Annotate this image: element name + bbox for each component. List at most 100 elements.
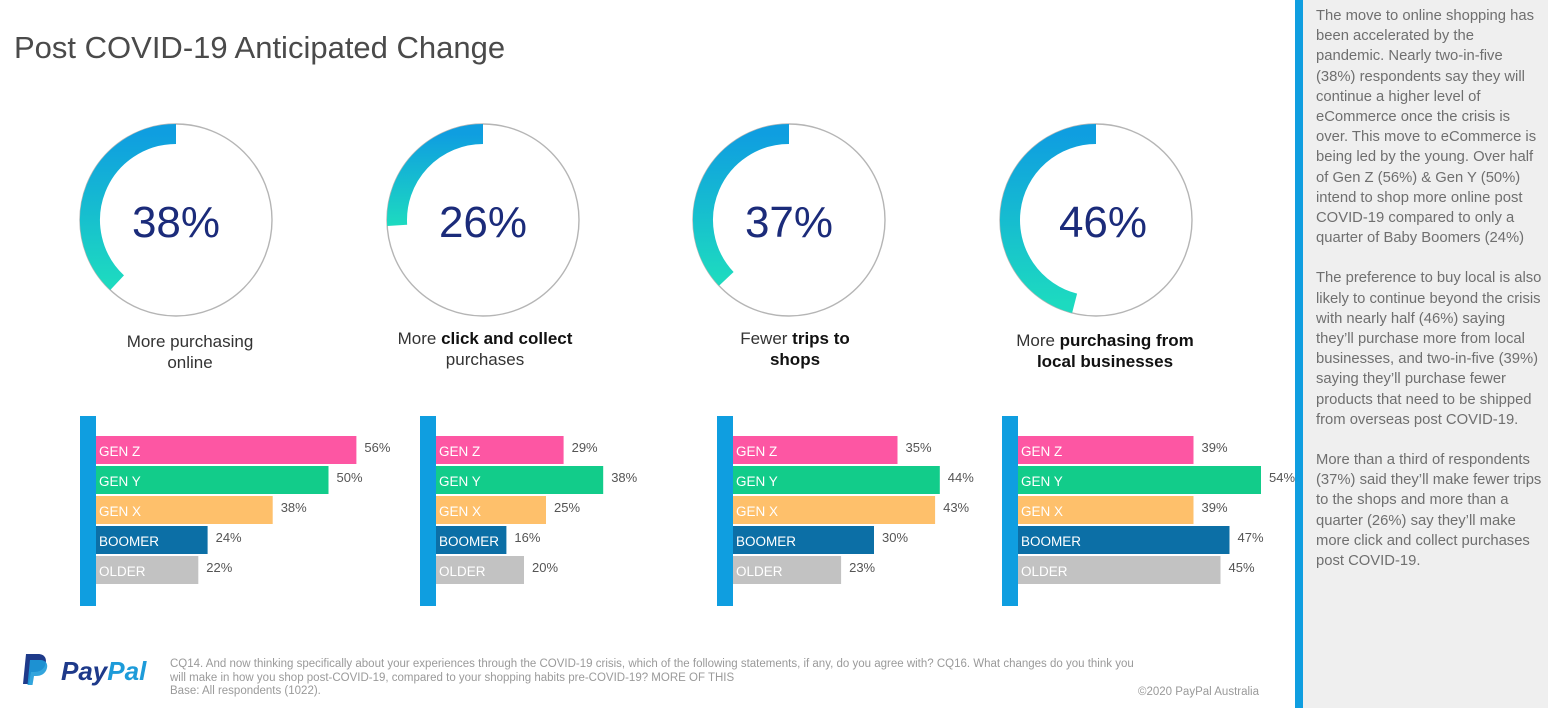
- label-text: More: [397, 329, 442, 348]
- bar-category-label: OLDER: [1021, 564, 1068, 579]
- bar-value-label: 47%: [1238, 530, 1264, 545]
- copyright: ©2020 PayPal Australia: [1138, 686, 1259, 698]
- donut-chart-click-collect: [386, 123, 580, 317]
- bar-gen-x: [733, 496, 936, 524]
- bar-value-label: 22%: [206, 560, 232, 575]
- label-text: Fewer: [740, 329, 793, 348]
- bar-gen-y: [733, 466, 940, 494]
- generation-bar-chart-online: GEN Z 56% GEN Y 50% GEN X 38% BOOMER 24% OLDER 22…: [80, 416, 391, 606]
- donut-arc: [80, 124, 177, 290]
- bar-value-label: 38%: [611, 470, 637, 485]
- bar-value-label: 39%: [1202, 500, 1228, 515]
- label-bold: purchasing from: [1059, 331, 1194, 350]
- bar-older: [733, 556, 842, 584]
- label-bold: local businesses: [1036, 352, 1174, 371]
- donut-arc: [387, 124, 484, 227]
- bar-older: [96, 556, 199, 584]
- bar-value-label: 20%: [532, 560, 558, 575]
- bar-category-label: GEN Y: [439, 474, 481, 489]
- bar-category-label: GEN Z: [736, 444, 777, 459]
- bar-value-label: 35%: [906, 440, 932, 455]
- bar-gen-x: [436, 496, 546, 524]
- generation-bar-chart-local: GEN Z 39% GEN Y 54% GEN X 39% BOOMER 47% OLDER 45…: [1002, 416, 1295, 606]
- bar-category-label: GEN Z: [99, 444, 140, 459]
- commentary-text: The move to online shopping has been acc…: [1316, 6, 1544, 591]
- commentary-panel: The move to online shopping has been acc…: [1295, 0, 1548, 708]
- donut-value-fewer-trips: 37%: [744, 198, 834, 247]
- donut-chart-fewer-trips: [692, 123, 886, 317]
- bar-value-label: 39%: [1202, 440, 1228, 455]
- bar-value-label: 30%: [882, 530, 908, 545]
- bar-older: [1018, 556, 1221, 584]
- bar-value-label: 29%: [572, 440, 598, 455]
- bar-value-label: 38%: [281, 500, 307, 515]
- bar-value-label: 50%: [337, 470, 363, 485]
- commentary-paragraph: More than a third of respondents (37%) s…: [1316, 452, 1542, 570]
- label-bold: trips to: [792, 329, 850, 348]
- bar-boomer: [733, 526, 874, 554]
- bar-value-label: 23%: [849, 560, 875, 575]
- commentary-paragraph: The move to online shopping has been acc…: [1316, 8, 1537, 247]
- bar-category-label: BOOMER: [736, 534, 796, 549]
- page-title: Post COVID-19 Anticipated Change: [14, 30, 506, 65]
- bar-category-label: GEN Y: [99, 474, 141, 489]
- bar-value-label: 25%: [554, 500, 580, 515]
- bar-gen-x: [96, 496, 273, 524]
- donut-value-click-collect: 26%: [438, 198, 528, 247]
- donut-arc: [693, 124, 790, 286]
- bar-axis-stripe: [717, 416, 733, 606]
- bar-category-label: GEN Z: [1021, 444, 1062, 459]
- bar-category-label: BOOMER: [1021, 534, 1081, 549]
- bar-category-label: GEN X: [1021, 504, 1063, 519]
- footnote-line: CQ14. And now thinking specifically abou…: [170, 658, 1134, 670]
- donut-label-local: More purchasing from local businesses: [995, 330, 1215, 372]
- bar-category-label: BOOMER: [99, 534, 159, 549]
- bar-category-label: GEN Y: [736, 474, 778, 489]
- bar-gen-z: [96, 436, 357, 464]
- bar-gen-z: [733, 436, 898, 464]
- label-text: purchases: [445, 350, 525, 369]
- donut-chart-online: [79, 123, 273, 317]
- label-bold: click and collect: [441, 329, 573, 348]
- generation-bar-chart-click-collect: GEN Z 29% GEN Y 38% GEN X 25% BOOMER 16% OLDER 20…: [420, 416, 638, 606]
- bar-category-label: GEN Z: [439, 444, 480, 459]
- donut-label-fewer-trips: Fewer trips to shops: [685, 328, 905, 370]
- bar-gen-z: [1018, 436, 1194, 464]
- bar-older: [436, 556, 524, 584]
- donut-label-online: More purchasing online: [80, 331, 300, 373]
- donut-arc: [1000, 124, 1097, 313]
- footnote-line: will make in how you shop post-COVID-19,…: [170, 671, 735, 684]
- bar-boomer: [436, 526, 507, 554]
- bar-category-label: OLDER: [736, 564, 783, 579]
- bar-boomer: [1018, 526, 1230, 554]
- bar-axis-stripe: [1002, 416, 1018, 606]
- bar-value-label: 16%: [514, 530, 540, 545]
- panel-accent-stripe: [1295, 0, 1303, 708]
- bar-value-label: 43%: [943, 500, 969, 515]
- bar-gen-z: [436, 436, 564, 464]
- brand-pay: Pay: [61, 656, 108, 686]
- generation-bar-chart-fewer-trips: GEN Z 35% GEN Y 44% GEN X 43% BOOMER 30% OLDER 23…: [717, 416, 974, 606]
- bar-axis-stripe: [80, 416, 96, 606]
- bar-value-label: 54%: [1269, 470, 1295, 485]
- bar-category-label: GEN X: [736, 504, 778, 519]
- label-text: More purchasing: [126, 332, 254, 351]
- bar-gen-y: [436, 466, 604, 494]
- bar-value-label: 56%: [364, 440, 390, 455]
- label-bold: shops: [769, 350, 821, 369]
- donut-label-click-collect: More click and collect purchases: [375, 328, 595, 370]
- paypal-wordmark: PayPal: [61, 656, 146, 687]
- bar-category-label: BOOMER: [439, 534, 499, 549]
- commentary-paragraph: The preference to buy local is also like…: [1316, 270, 1542, 428]
- donut-value-online: 38%: [131, 198, 221, 247]
- bar-value-label: 24%: [216, 530, 242, 545]
- bar-category-label: GEN X: [99, 504, 141, 519]
- bar-axis-stripe: [420, 416, 436, 606]
- bar-gen-y: [1018, 466, 1261, 494]
- paypal-logo-icon: [23, 654, 48, 685]
- bar-gen-y: [96, 466, 329, 494]
- brand-pal: Pal: [107, 656, 147, 686]
- bar-category-label: GEN X: [439, 504, 481, 519]
- bar-category-label: OLDER: [439, 564, 486, 579]
- bar-value-label: 44%: [948, 470, 974, 485]
